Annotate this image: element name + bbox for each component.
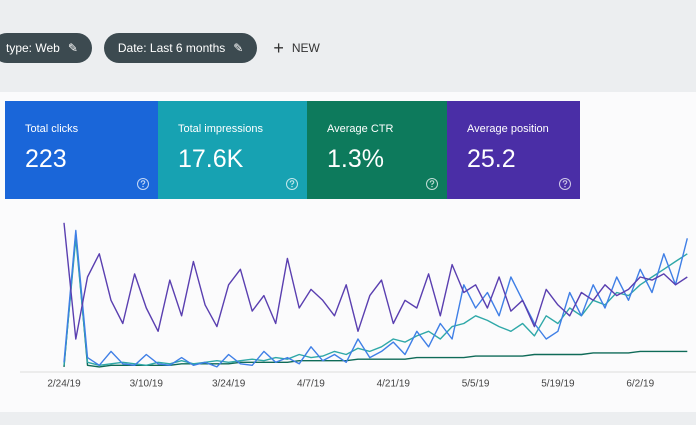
- chip-label: Date: Last 6 months: [117, 41, 226, 55]
- metric-label: Total impressions: [178, 123, 263, 135]
- chart: 2/24/19 3/10/19 3/24/19 4/7/19 4/21/19 5/5/19…: [20, 222, 696, 390]
- metric-label: Average position: [467, 123, 549, 135]
- filter-chip[interactable]: Date: Last 6 months ✎: [103, 33, 258, 63]
- x-tick-label: 6/2/19: [626, 379, 654, 390]
- plus-icon: +: [273, 37, 284, 58]
- x-tick-label: 4/7/19: [297, 379, 325, 390]
- x-tick-label: 5/19/19: [541, 379, 575, 390]
- new-button[interactable]: + NEW: [273, 38, 320, 59]
- series-line: [63, 229, 688, 368]
- new-label: NEW: [291, 41, 320, 55]
- metric-label: Total clicks: [25, 123, 79, 135]
- metric-label: Average CTR: [327, 123, 394, 135]
- metric-card[interactable]: Total clicks 223: [5, 101, 158, 199]
- metric-card[interactable]: Total impressions 17.6K: [158, 101, 307, 199]
- series-line: [63, 237, 688, 366]
- help-icon[interactable]: [136, 177, 150, 191]
- metric-value: 1.3%: [327, 145, 384, 173]
- edit-icon: ✎: [233, 41, 244, 55]
- edit-icon: ✎: [67, 41, 78, 55]
- metric-cards: Total clicks 223 Total impressions 17.6K Ave…: [5, 101, 580, 199]
- toolbar: type: Web ✎ Date: Last 6 months ✎ + NEW: [0, 30, 696, 66]
- x-tick-label: 3/24/19: [212, 379, 246, 390]
- help-icon[interactable]: [425, 177, 439, 191]
- x-tick-label: 2/24/19: [47, 379, 81, 390]
- filter-chip[interactable]: type: Web ✎: [0, 33, 92, 63]
- chip-label: type: Web: [6, 41, 60, 55]
- x-tick-label: 3/10/19: [130, 379, 164, 390]
- metric-value: 223: [25, 145, 67, 173]
- metric-card[interactable]: Average position 25.2: [447, 101, 580, 199]
- metric-value: 17.6K: [178, 145, 244, 173]
- series-line: [63, 222, 688, 340]
- metric-value: 25.2: [467, 145, 516, 173]
- x-tick-label: 4/21/19: [377, 379, 411, 390]
- x-tick-label: 5/5/19: [462, 379, 490, 390]
- help-icon[interactable]: [285, 177, 299, 191]
- metric-card[interactable]: Average CTR 1.3%: [307, 101, 447, 199]
- help-icon[interactable]: [558, 177, 572, 191]
